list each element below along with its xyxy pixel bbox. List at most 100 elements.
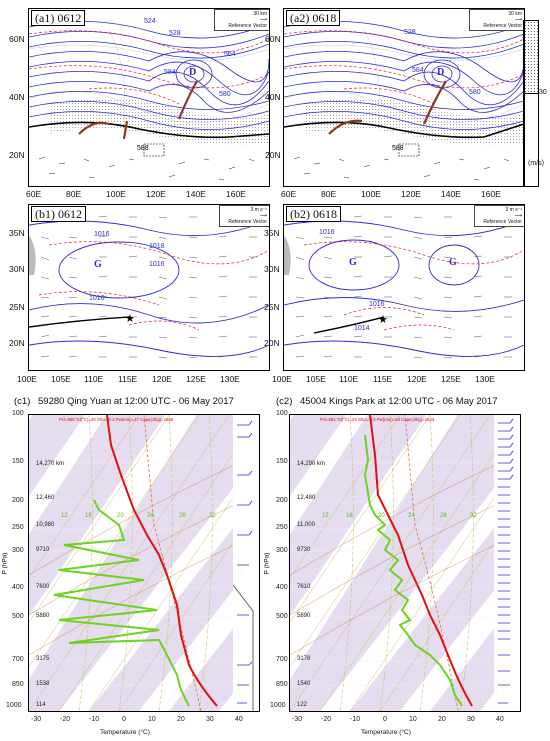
lon-tick: 125E xyxy=(441,374,461,384)
p-tick: 150 xyxy=(12,458,24,465)
lon-tick: 60E xyxy=(281,189,297,199)
lat-tick: 25N xyxy=(9,302,25,312)
contour-label: 580 xyxy=(219,91,231,98)
map-panel-b1: ★ G 1014 1016 1018 1016 1016 3 m s⁻¹ ⟶ R… xyxy=(28,204,270,371)
panel-label-a1: (a1) 0612 xyxy=(31,10,86,26)
contour-label: 528 xyxy=(169,30,181,37)
p-tick: 400 xyxy=(276,584,288,591)
reference-vector-box: 3 m s⁻¹ ⟶ Reference Vector xyxy=(219,205,269,227)
lon-tick: 100E xyxy=(106,189,126,199)
p-tick: 500 xyxy=(276,613,288,620)
colorbar xyxy=(523,20,539,187)
t-tick: -20 xyxy=(60,716,71,723)
lat-tick: 30N xyxy=(264,264,280,274)
wind-barb-column-c2 xyxy=(494,414,521,712)
map-b1-graphic: ★ xyxy=(29,215,269,359)
map-a2-center-marker: D xyxy=(437,67,445,78)
reference-text: Reference Vector xyxy=(483,23,522,29)
lon-tick: 100E xyxy=(17,374,37,384)
lat-tick: 25N xyxy=(264,302,280,312)
contour-label: 588 xyxy=(137,145,149,152)
lon-tick: 130E xyxy=(220,374,240,384)
p-tick: 250 xyxy=(276,524,288,531)
lon-tick: 120E xyxy=(146,189,166,199)
contour-label: 1016 xyxy=(149,261,165,268)
map-a1-graphic xyxy=(29,20,269,181)
lon-tick: 110E xyxy=(339,374,359,384)
p-tick: 700 xyxy=(12,656,24,663)
height-label: 5880 xyxy=(36,613,50,619)
mix-label: 12 xyxy=(61,513,68,519)
contour-label: 1014 xyxy=(354,325,370,332)
p-tick: 100 xyxy=(12,410,24,417)
height-label: 1538 xyxy=(36,681,50,687)
reference-vector-box: 3 m s⁻¹ ⟶ Reference Vector xyxy=(474,205,524,227)
reference-speed: 30 km xyxy=(253,11,267,17)
mix-label: 16 xyxy=(85,513,92,519)
contour-label: 528 xyxy=(404,29,416,36)
mix-label: 24 xyxy=(408,513,415,519)
t-tick: -10 xyxy=(350,716,361,723)
height-label: 7600 xyxy=(36,584,50,590)
t-tick: 0 xyxy=(122,716,126,723)
p-tick: 400 xyxy=(12,584,24,591)
t-tick: 20 xyxy=(438,716,446,723)
contour-label: 1016 xyxy=(94,231,110,238)
lat-tick: 40N xyxy=(9,92,25,102)
lon-tick: 140E xyxy=(186,189,206,199)
lon-tick: 115E xyxy=(118,374,138,384)
skewt-c1-title: 59280 Qing Yuan at 12:00 UTC - 06 May 20… xyxy=(38,396,234,407)
mix-label: 32 xyxy=(470,513,477,519)
reference-vector-box: 30 km ⟶ Reference Vector xyxy=(469,9,524,31)
reference-speed: 3 m s⁻¹ xyxy=(250,207,267,213)
lon-tick: 60E xyxy=(26,189,42,199)
mix-label: 16 xyxy=(346,513,353,519)
t-tick: 30 xyxy=(467,716,475,723)
lon-tick: 80E xyxy=(321,189,337,199)
lon-tick: 110E xyxy=(84,374,104,384)
contour-label: 524 xyxy=(144,18,156,25)
lon-tick: 105E xyxy=(51,374,71,384)
mix-label: 12 xyxy=(322,513,329,519)
lat-tick: 20N xyxy=(265,150,281,160)
skewt-c2-label: (c2) xyxy=(276,396,293,407)
p-tick: 1000 xyxy=(270,702,286,709)
map-b2-graphic: ★ xyxy=(284,215,524,359)
mix-label: 32 xyxy=(209,513,216,519)
reference-speed: 3 m s⁻¹ xyxy=(505,207,522,213)
height-label: 7610 xyxy=(297,584,311,590)
t-tick: -30 xyxy=(31,716,42,723)
reference-arrow: ⟶ xyxy=(514,213,522,219)
p-tick: 500 xyxy=(12,613,24,620)
lon-tick: 120E xyxy=(407,374,427,384)
height-label: 3178 xyxy=(297,656,311,662)
height-label: 9730 xyxy=(297,547,311,553)
skewt-c2-graphic xyxy=(290,415,495,711)
lon-tick: 80E xyxy=(66,189,82,199)
p-tick: 850 xyxy=(276,681,288,688)
lon-tick: 100E xyxy=(272,374,292,384)
wind-barb-column-c1 xyxy=(233,414,260,712)
reference-text: Reference Vector xyxy=(228,23,267,29)
contour-label: 1018 xyxy=(149,243,165,250)
height-label: 5890 xyxy=(297,613,311,619)
mix-label: 28 xyxy=(440,513,447,519)
height-label: 3175 xyxy=(36,656,50,662)
skewt-panel-c1: Pcl=998 Td(°C)=20 Sho=-0.3 Pw(mm)=47 Cap… xyxy=(28,414,235,712)
colorbar-upper xyxy=(524,21,538,93)
height-label: 14,270 km xyxy=(36,461,65,467)
map-b1-center-marker: G xyxy=(94,259,102,270)
t-tick: -30 xyxy=(292,716,303,723)
map-b2-center-marker-left: G xyxy=(349,257,357,268)
height-label: 12,460 xyxy=(36,495,55,501)
p-tick: 300 xyxy=(276,547,288,554)
t-tick: 20 xyxy=(177,716,185,723)
height-label: 10,980 xyxy=(36,522,55,528)
colorbar-unit: (m/s) xyxy=(528,160,544,167)
skewt-c1-graphic xyxy=(29,415,234,711)
skewt-c2-stats: Pcl=982 Td(°C)=23 Sho=-0.3 Pw(mm)=53 Cap… xyxy=(320,417,435,422)
y-axis-title: P (hPa) xyxy=(1,552,9,575)
t-tick: 40 xyxy=(235,716,243,723)
svg-text:★: ★ xyxy=(378,313,388,326)
lat-tick: 35N xyxy=(264,228,280,238)
